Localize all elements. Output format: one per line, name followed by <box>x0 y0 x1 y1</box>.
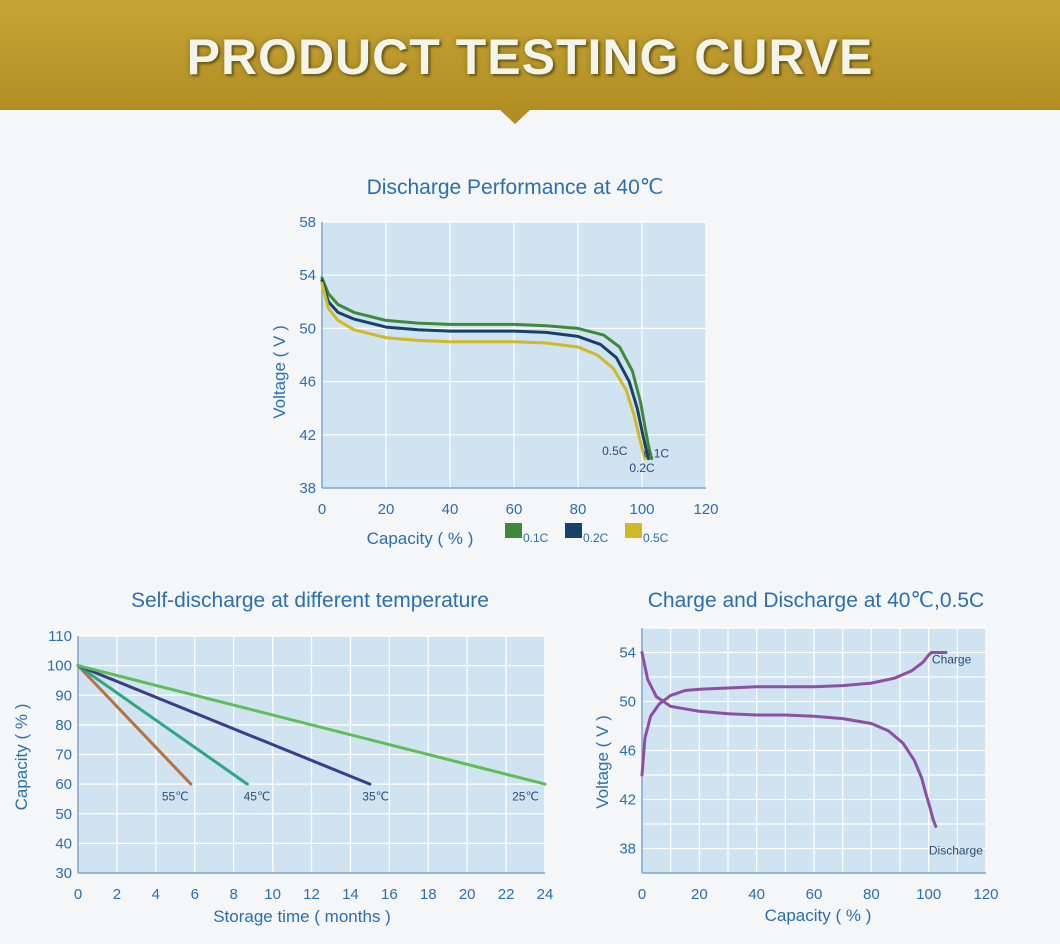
x-tick-label: 0 <box>318 501 326 518</box>
series-annotation: 45℃ <box>244 789 271 803</box>
series-line <box>320 276 654 461</box>
y-tick-label: 38 <box>619 841 636 858</box>
x-axis-label: Storage time ( months ) <box>213 907 391 926</box>
series-annotation: Charge <box>932 653 972 667</box>
x-tick-label: 6 <box>191 886 199 903</box>
x-tick-label: 100 <box>916 886 941 903</box>
series-annotation: 0.1C <box>644 446 670 460</box>
series-annotation: 55℃ <box>162 789 189 803</box>
x-tick-label: 40 <box>748 886 765 903</box>
x-tick-label: 0 <box>638 886 646 903</box>
x-tick-label: 20 <box>459 886 476 903</box>
y-tick-label: 54 <box>299 267 316 284</box>
y-tick-label: 100 <box>47 658 72 675</box>
y-tick-label: 90 <box>55 687 72 704</box>
y-tick-label: 40 <box>55 835 72 852</box>
x-tick-label: 22 <box>498 886 515 903</box>
y-tick-label: 70 <box>55 747 72 764</box>
x-tick-label: 16 <box>381 886 398 903</box>
y-tick-label: 30 <box>55 865 72 882</box>
series-line <box>76 664 372 786</box>
legend-swatch <box>625 523 642 538</box>
x-tick-label: 2 <box>113 886 121 903</box>
y-tick-label: 42 <box>619 792 636 809</box>
legend-label: 0.5C <box>643 531 669 545</box>
series-annotation: Discharge <box>929 844 983 858</box>
series-line <box>320 281 647 461</box>
chart-title: Discharge Performance at 40℃ <box>367 176 664 199</box>
legend-label: 0.2C <box>583 531 609 545</box>
y-tick-label: 42 <box>299 427 316 444</box>
x-tick-label: 120 <box>693 501 718 518</box>
x-tick-label: 120 <box>973 886 998 903</box>
y-tick-label: 50 <box>619 694 636 711</box>
series-line <box>76 664 249 786</box>
y-tick-label: 58 <box>299 214 316 231</box>
x-tick-label: 60 <box>806 886 823 903</box>
series-annotation: 35℃ <box>362 789 389 803</box>
y-axis-label: Voltage ( V ) <box>593 715 612 809</box>
title-banner: PRODUCT TESTING CURVE <box>0 0 1060 130</box>
series-line <box>640 651 938 828</box>
y-tick-label: 54 <box>619 645 636 662</box>
x-tick-label: 12 <box>303 886 320 903</box>
y-tick-label: 110 <box>48 628 72 645</box>
y-axis-label: Voltage ( V ) <box>270 325 289 419</box>
series-line <box>640 651 948 777</box>
x-axis-label: Capacity ( % ) <box>765 906 872 925</box>
series-annotation: 0.2C <box>629 461 655 475</box>
chart-selfdischarge: 0 2 4 6 8 10 12 14 16 18 20 22 243040506070809010011… <box>12 589 553 926</box>
y-tick-label: 46 <box>299 374 316 391</box>
y-tick-label: 80 <box>55 717 72 734</box>
y-axis-label: Capacity ( % ) <box>12 704 31 811</box>
chart-title: Self-discharge at different temperature <box>131 589 489 612</box>
series-annotation: 0.5C <box>602 444 628 458</box>
x-tick-label: 80 <box>570 501 587 518</box>
x-tick-label: 100 <box>629 501 654 518</box>
y-tick-label: 46 <box>619 743 636 760</box>
legend-swatch <box>565 523 582 538</box>
x-tick-label: 18 <box>420 886 437 903</box>
x-tick-label: 4 <box>152 886 160 903</box>
x-tick-label: 20 <box>378 501 395 518</box>
x-tick-label: 20 <box>691 886 708 903</box>
chart-discharge: 0 20 40 60 80 100 120 38 42 46 50 54 58 Discharge Per… <box>270 176 719 548</box>
y-tick-label: 50 <box>55 806 72 823</box>
legend-label: 0.1C <box>523 531 549 545</box>
y-tick-label: 38 <box>299 480 316 497</box>
banner-background <box>0 0 1060 124</box>
chart-chargedischarge: 0 20 40 60 80 100 120 38 42 46 50 54 Charge and Disc… <box>593 589 999 925</box>
series-line <box>76 664 193 786</box>
y-tick-label: 60 <box>55 776 72 793</box>
legend-swatch <box>505 523 522 538</box>
x-tick-label: 80 <box>863 886 880 903</box>
series-annotation: 25℃ <box>512 789 539 803</box>
series-line <box>320 279 650 461</box>
x-tick-label: 0 <box>74 886 82 903</box>
chart-title: Charge and Discharge at 40℃,0.5C <box>648 589 984 612</box>
x-tick-label: 10 <box>264 886 281 903</box>
x-tick-label: 24 <box>537 886 554 903</box>
x-tick-label: 14 <box>342 886 359 903</box>
series-line <box>76 664 547 786</box>
x-tick-label: 60 <box>506 501 523 518</box>
x-tick-label: 40 <box>442 501 459 518</box>
x-tick-label: 8 <box>229 886 237 903</box>
y-tick-label: 50 <box>299 320 316 337</box>
x-axis-label: Capacity ( % ) <box>367 529 474 548</box>
banner-title: PRODUCT TESTING CURVE <box>186 29 874 85</box>
